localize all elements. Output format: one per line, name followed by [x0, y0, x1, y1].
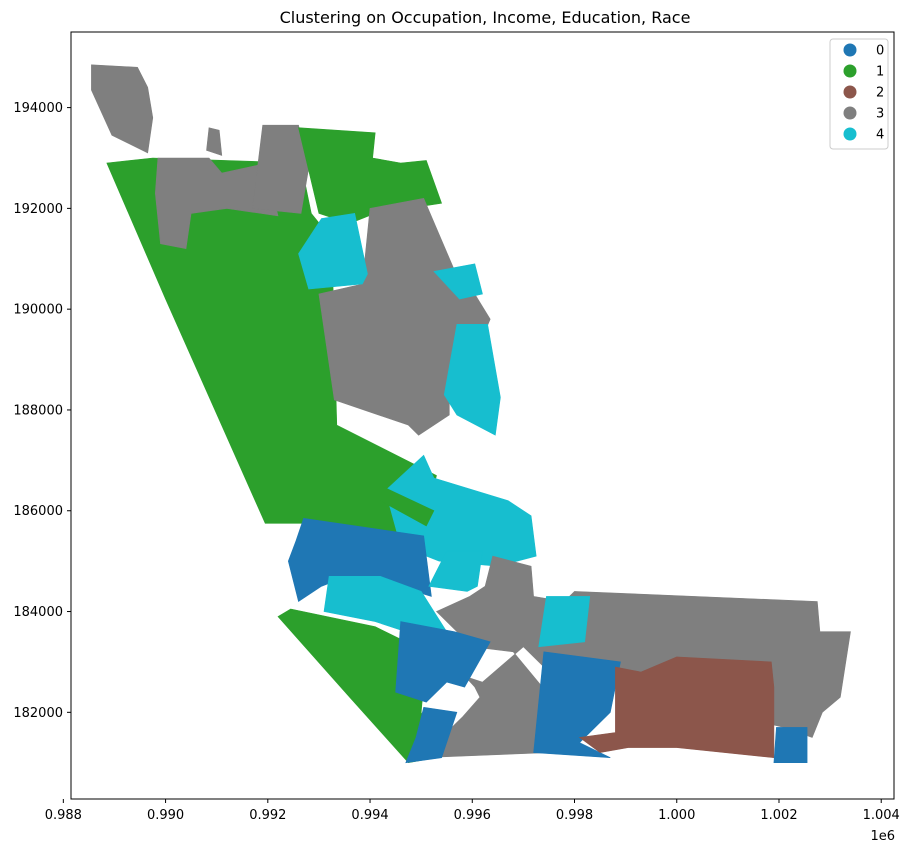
- legend-label-3: 3: [876, 107, 884, 122]
- region-cluster-3-4: [252, 124, 310, 214]
- x-tick-label: 1.000: [658, 808, 695, 823]
- legend-marker-2: [843, 85, 857, 99]
- x-tick-label: 0.992: [249, 808, 286, 823]
- legend-label-2: 2: [876, 86, 884, 101]
- legend-marker-1: [843, 64, 857, 78]
- legend-label-0: 0: [876, 44, 884, 59]
- region-cluster-3-1: [91, 64, 154, 154]
- legend-marker-3: [843, 106, 857, 120]
- y-tick-label: 188000: [13, 403, 63, 418]
- region-cluster-1-11: [379, 485, 435, 527]
- legend: 0 1 2 3 4: [829, 38, 889, 150]
- region-cluster-4-8: [433, 263, 483, 300]
- y-tick-label: 192000: [13, 202, 63, 217]
- y-axis: 182000 184000 186000 188000 190000 192000 1940…: [13, 101, 71, 721]
- y-tick-label: 182000: [13, 706, 63, 721]
- x-tick-label: 0.996: [454, 808, 491, 823]
- region-cluster-4-14: [428, 550, 483, 592]
- region-cluster-0-18: [405, 706, 458, 764]
- x-tick-label: 1.004: [863, 808, 900, 823]
- x-tick-label: 1.002: [760, 808, 797, 823]
- region-cluster-4-9: [443, 323, 501, 436]
- region-cluster-0-22: [773, 727, 808, 764]
- region-cluster-2-21: [578, 656, 775, 759]
- x-tick-label: 0.990: [147, 808, 184, 823]
- legend-frame: [829, 38, 889, 150]
- x-axis: 0.988 0.990 0.992 0.994 0.996 0.998 1.000 1.002…: [45, 799, 900, 823]
- x-tick-label: 0.994: [351, 808, 388, 823]
- legend-marker-4: [843, 127, 857, 141]
- region-cluster-4-20: [538, 596, 591, 648]
- regions-layer: [91, 64, 851, 764]
- x-tick-label: 0.998: [556, 808, 593, 823]
- legend-entries: 0 1 2 3 4: [843, 43, 884, 143]
- region-cluster-0-17: [395, 621, 491, 703]
- region-cluster-4-7: [298, 213, 368, 290]
- y-tick-label: 190000: [13, 303, 63, 318]
- region-cluster-3-2: [154, 157, 279, 250]
- region-cluster-3-3: [206, 127, 223, 156]
- axes-frame: [70, 31, 895, 800]
- legend-label-4: 4: [876, 128, 884, 143]
- legend-marker-0: [843, 43, 857, 57]
- y-tick-label: 184000: [13, 605, 63, 620]
- chart-title: Clustering on Occupation, Income, Educat…: [280, 8, 691, 27]
- legend-label-1: 1: [876, 65, 884, 80]
- x-axis-offset-label: 1e6: [870, 829, 895, 844]
- y-tick-label: 194000: [13, 101, 63, 116]
- x-tick-label: 0.988: [45, 808, 82, 823]
- y-tick-label: 186000: [13, 504, 63, 519]
